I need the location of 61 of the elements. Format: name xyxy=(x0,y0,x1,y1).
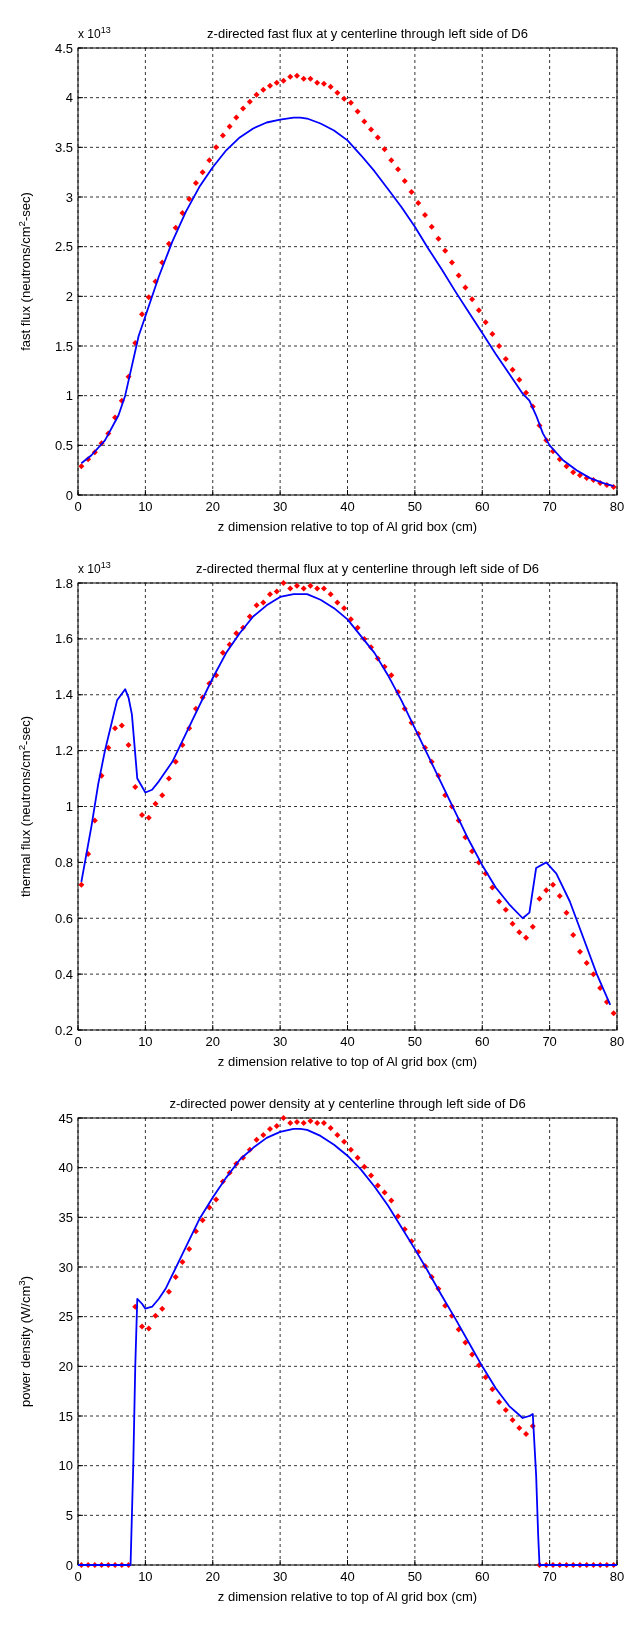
x-tick-label: 20 xyxy=(205,1034,220,1049)
y-tick-label: 4 xyxy=(65,90,73,106)
y-tick-label: 1.5 xyxy=(54,338,73,354)
x-axis-title: z dimension relative to top of Al grid box (cm) xyxy=(217,1589,478,1604)
y-tick-label: 2 xyxy=(65,288,73,304)
y-tick-label: 0 xyxy=(65,1557,73,1573)
y-tick-label: 1 xyxy=(65,799,73,814)
x-tick-label: 70 xyxy=(542,1034,557,1049)
y-tick-label: 30 xyxy=(58,1259,73,1275)
y-tick-label: 0.8 xyxy=(54,854,73,870)
x-tick-label: 50 xyxy=(407,499,423,514)
y-tick-label: 40 xyxy=(58,1160,73,1176)
x-tick-label: 60 xyxy=(475,1034,490,1049)
y-tick-label: 45 xyxy=(58,1110,73,1126)
x-tick-label: 80 xyxy=(609,499,625,514)
chart-title: z-directed power density at y centerline through left side of D6 xyxy=(169,1096,526,1111)
x-tick-label: 20 xyxy=(205,1569,220,1584)
y-tick-label: 0 xyxy=(65,487,73,503)
x-tick-label: 80 xyxy=(609,1034,625,1049)
y-tick-label: 20 xyxy=(58,1358,73,1374)
y-tick-label: 15 xyxy=(58,1408,73,1424)
y-tick-label: 1 xyxy=(65,388,73,404)
x-tick-label: 30 xyxy=(272,499,288,514)
y-tick-label: 3 xyxy=(65,189,73,205)
x-tick-label: 40 xyxy=(340,499,355,514)
x-tick-label: 10 xyxy=(138,499,153,514)
x-tick-label: 10 xyxy=(138,1034,153,1049)
y-tick-label: 0.2 xyxy=(54,1022,73,1038)
x-tick-label: 50 xyxy=(407,1569,423,1584)
text: x 10$^{13}$ xyxy=(78,560,111,576)
y-tick-label: 1.8 xyxy=(54,575,73,591)
y-tick-label: 25 xyxy=(58,1309,73,1325)
y-tick-label: 35 xyxy=(58,1209,73,1225)
y-tick-label: 0.5 xyxy=(54,437,73,453)
x-tick-label: 40 xyxy=(340,1569,355,1584)
x-axis-title: z dimension relative to top of Al grid box (cm) xyxy=(217,519,478,534)
y-tick-label: 3.5 xyxy=(54,139,73,155)
x-axis-title: z dimension relative to top of Al grid box (cm) xyxy=(217,1054,478,1069)
x-tick-label: 60 xyxy=(475,499,490,514)
x-tick-label: 80 xyxy=(609,1569,625,1584)
chart-title: z-directed thermal flux at y centerline through left side of D6 xyxy=(195,561,540,576)
y-tick-label: 1.4 xyxy=(54,687,73,703)
x-tick-label: 50 xyxy=(407,1034,423,1049)
y-tick-label: 4.5 xyxy=(54,40,73,56)
y-tick-label: 5 xyxy=(65,1507,73,1523)
x-tick-label: 30 xyxy=(272,1569,288,1584)
y-tick-label: 1.2 xyxy=(54,743,73,759)
text: x 10$^{13}$ xyxy=(78,25,111,41)
y-tick-label: 2.5 xyxy=(54,239,73,255)
x-tick-label: 60 xyxy=(475,1569,490,1584)
x-tick-label: 40 xyxy=(340,1034,355,1049)
x-tick-label: 30 xyxy=(272,1034,288,1049)
y-tick-label: 1.6 xyxy=(54,631,73,647)
x-tick-label: 70 xyxy=(542,1569,557,1584)
y-tick-label: 0.6 xyxy=(54,910,73,926)
x-tick-label: 10 xyxy=(138,1569,153,1584)
y-tick-label: 0.4 xyxy=(54,966,73,982)
chart-title: z-directed fast flux at y centerline through left side of D6 xyxy=(207,26,528,41)
x-tick-label: 20 xyxy=(205,499,220,514)
x-tick-label: 70 xyxy=(542,499,557,514)
y-tick-label: 10 xyxy=(58,1458,73,1474)
